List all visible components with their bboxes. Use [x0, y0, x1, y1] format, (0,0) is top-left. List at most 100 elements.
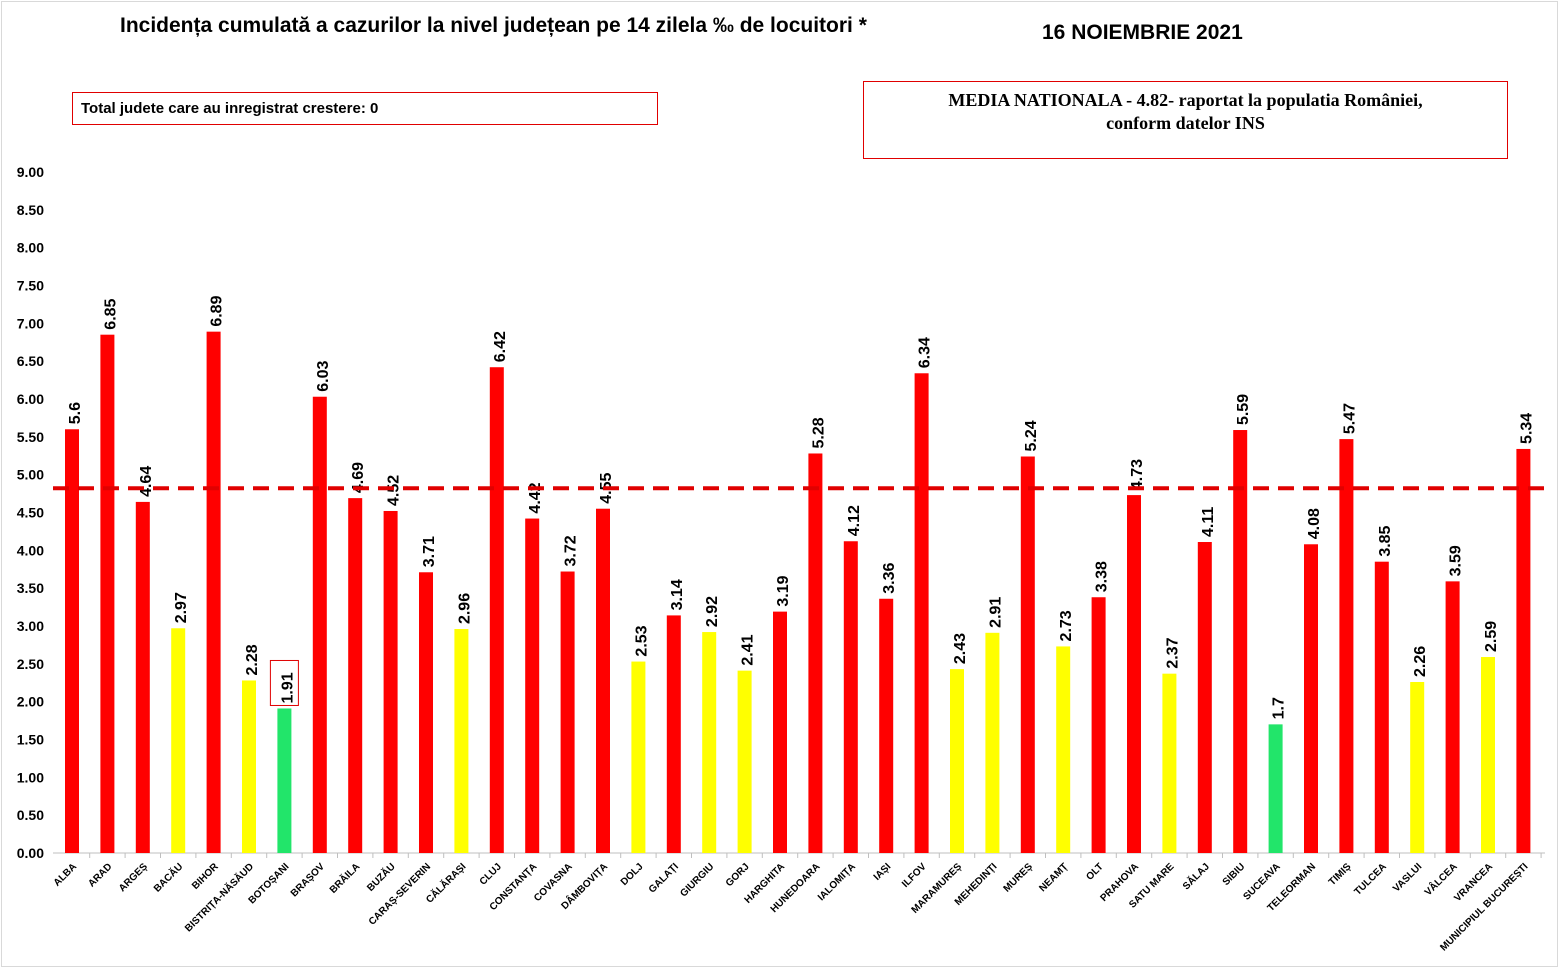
- bar: [1339, 439, 1354, 853]
- data-label: 4.69: [350, 462, 367, 493]
- data-label: 6.34: [917, 337, 934, 368]
- x-tick-label: MUREȘ: [1002, 861, 1036, 895]
- x-tick-label: BISTRIȚA-NĂSĂUD: [182, 860, 256, 934]
- chart-title: Incidența cumulată a cazurilor la nivel …: [120, 14, 867, 37]
- bar: [1268, 724, 1283, 853]
- x-tick-label: GALAȚI: [647, 861, 681, 895]
- bar: [631, 661, 646, 853]
- bar: [525, 518, 540, 853]
- x-tick-label: BACĂU: [151, 860, 186, 895]
- x-tick-label: DOLJ: [619, 861, 646, 888]
- national-average-line2: conform datelor INS: [1106, 113, 1265, 133]
- bar: [666, 615, 681, 853]
- data-label: 3.85: [1377, 525, 1394, 556]
- data-label: 2.37: [1164, 637, 1181, 668]
- y-tick-label: 6.50: [17, 353, 44, 369]
- bar: [560, 571, 575, 853]
- bar: [1410, 681, 1425, 853]
- bar: [454, 629, 469, 853]
- highlight-box: [269, 659, 299, 706]
- data-label: 5.6: [67, 402, 84, 424]
- x-tick-label: GORJ: [724, 861, 752, 889]
- bar: [808, 453, 823, 853]
- data-label: 6.42: [492, 331, 509, 362]
- bar: [206, 331, 221, 853]
- data-label: 6.89: [209, 295, 226, 326]
- bar: [1445, 581, 1460, 853]
- bar: [1162, 673, 1177, 853]
- y-tick-label: 3.50: [17, 580, 44, 596]
- y-tick-label: 0.00: [17, 845, 44, 861]
- data-label: 4.12: [846, 505, 863, 536]
- y-tick-label: 5.00: [17, 467, 44, 483]
- data-label: 2.96: [456, 593, 473, 624]
- data-label: 6.03: [315, 360, 332, 391]
- chart-date: 16 NOIEMBRIE 2021: [1042, 21, 1243, 44]
- bar: [65, 429, 79, 853]
- bar: [773, 611, 787, 853]
- bar: [277, 708, 292, 853]
- x-tick-label: VASLUI: [1391, 861, 1424, 894]
- data-label: 2.91: [987, 597, 1004, 628]
- data-label: 4.11: [1200, 507, 1217, 537]
- y-tick-label: 8.50: [17, 202, 44, 218]
- x-tick-label: CARAȘ-SEVERIN: [367, 861, 433, 927]
- y-tick-label: 9.00: [17, 164, 44, 180]
- bar: [1233, 430, 1248, 853]
- bar: [489, 367, 504, 853]
- x-tick-label: ARGEȘ: [117, 861, 150, 894]
- data-label: 2.97: [173, 592, 190, 623]
- bar: [1374, 561, 1389, 853]
- bar: [843, 541, 858, 853]
- data-label: 2.41: [740, 634, 757, 665]
- y-tick-label: 1.00: [17, 769, 44, 785]
- x-tick-label: GIURGIU: [678, 861, 716, 899]
- x-tick-label: IAȘI: [872, 861, 894, 883]
- bar: [419, 572, 433, 853]
- bar: [950, 669, 964, 853]
- x-tick-label: BRAȘOV: [289, 861, 327, 899]
- x-tick-label: TIMIȘ: [1327, 861, 1354, 888]
- bar: [1516, 448, 1531, 853]
- data-label: 2.59: [1483, 621, 1500, 652]
- data-label: 4.52: [386, 475, 403, 506]
- bar: [1127, 495, 1141, 853]
- data-label: 2.28: [244, 644, 261, 675]
- data-label: 3.59: [1448, 545, 1465, 576]
- bar: [242, 680, 256, 853]
- data-label: 3.72: [563, 535, 580, 566]
- data-label: 3.71: [421, 536, 438, 567]
- y-tick-label: 2.00: [17, 694, 44, 710]
- counties-increase-box: Total judete care au inregistrat crester…: [72, 92, 658, 125]
- data-label: 3.19: [775, 575, 792, 606]
- x-tick-label: ALBA: [52, 861, 79, 888]
- bar: [312, 396, 327, 853]
- x-tick-label: TULCEA: [1352, 861, 1388, 897]
- x-tick-label: SĂLAJ: [1180, 860, 1212, 892]
- data-label: 3.36: [881, 563, 898, 594]
- x-tick-label: ILFOV: [900, 861, 929, 890]
- x-tick-label: IALOMIȚA: [816, 861, 858, 903]
- y-tick-label: 2.50: [17, 656, 44, 672]
- bar: [171, 628, 186, 853]
- x-tick-label: OLT: [1084, 861, 1105, 882]
- data-label: 2.53: [633, 625, 650, 656]
- data-label: 6.85: [102, 298, 119, 329]
- data-label: 2.73: [1058, 610, 1075, 641]
- data-label: 5.28: [810, 417, 827, 448]
- data-label: 4.08: [1306, 508, 1323, 539]
- national-average-line1: MEDIA NATIONALA - 4.82- raportat la popu…: [948, 90, 1423, 110]
- national-average-box: MEDIA NATIONALA - 4.82- raportat la popu…: [863, 81, 1508, 159]
- x-tick-label: SIBIU: [1221, 861, 1248, 888]
- data-label: 5.47: [1341, 403, 1358, 434]
- data-label: 2.92: [704, 596, 721, 627]
- data-label: 5.24: [1023, 420, 1040, 451]
- bar: [383, 510, 398, 853]
- y-tick-label: 0.50: [17, 807, 44, 823]
- bar: [1020, 456, 1035, 853]
- y-tick-label: 8.00: [17, 240, 44, 256]
- bar: [879, 598, 894, 853]
- data-label: 5.59: [1235, 394, 1252, 425]
